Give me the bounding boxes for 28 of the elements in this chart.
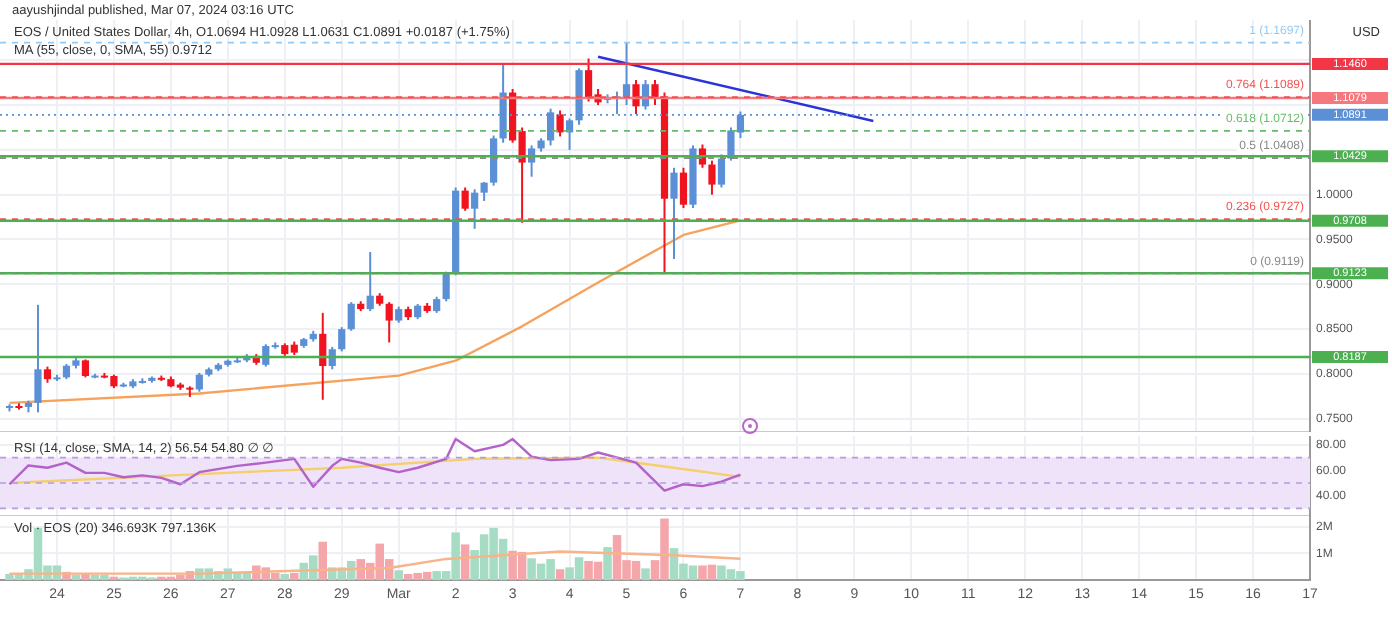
candlestick [319, 311, 327, 401]
candlestick [727, 126, 735, 162]
bar [290, 572, 299, 580]
bar [555, 569, 565, 580]
candlestick [490, 134, 498, 187]
bar [71, 574, 81, 580]
candlestick [461, 186, 469, 212]
candlestick [34, 303, 42, 414]
candlestick [442, 270, 450, 303]
candlestick [385, 301, 393, 344]
candlestick [195, 371, 203, 393]
bar [603, 547, 612, 580]
candlestick [347, 301, 355, 332]
bar [394, 570, 403, 580]
bar [318, 541, 328, 580]
candlestick [670, 166, 678, 260]
candlestick [717, 153, 726, 189]
candlestick [480, 181, 488, 202]
candlestick [338, 326, 346, 353]
candlestick [679, 166, 688, 210]
bar [280, 574, 290, 580]
candlestick [366, 250, 374, 313]
candlestick [632, 79, 640, 116]
candlestick [708, 159, 716, 196]
bar [641, 568, 650, 580]
candlestick [471, 188, 479, 230]
candlestick [556, 109, 564, 138]
candlestick [651, 79, 659, 107]
